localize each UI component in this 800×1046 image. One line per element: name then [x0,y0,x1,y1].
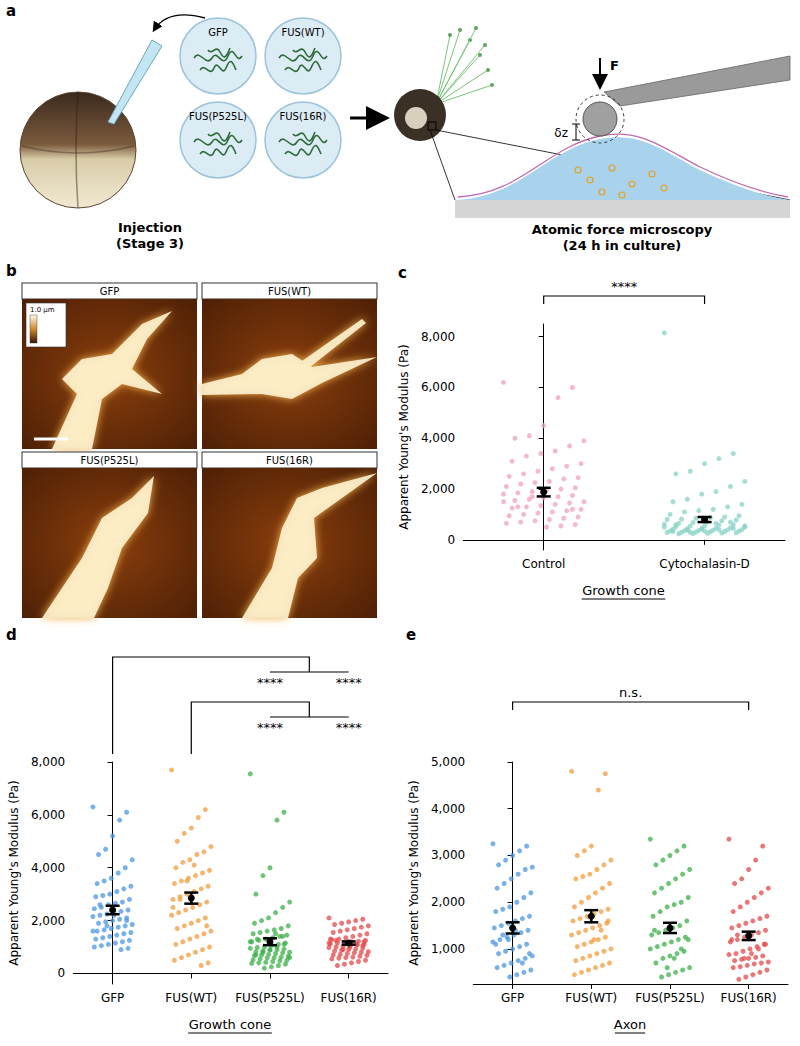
svg-text:4,000: 4,000 [31,861,65,875]
svg-text:F: F [610,58,619,73]
svg-text:Apparent Young's Modulus (Pa): Apparent Young's Modulus (Pa) [7,780,21,966]
svg-text:FUS(16R): FUS(16R) [721,991,777,1005]
svg-text:FUS(16R): FUS(16R) [280,111,327,122]
svg-text:0: 0 [448,533,456,547]
svg-text:0: 0 [58,966,66,980]
svg-text:GFP: GFP [208,27,228,38]
svg-text:2,000: 2,000 [421,482,455,496]
svg-text:δz: δz [554,126,568,140]
svg-text:4,000: 4,000 [421,431,455,445]
svg-text:Apparent Young's Modulus (Pa): Apparent Young's Modulus (Pa) [407,780,421,966]
svg-text:FUS(16R): FUS(16R) [321,991,377,1005]
svg-text:FUS(P525L): FUS(P525L) [235,991,305,1005]
svg-text:Atomic force microscopy: Atomic force microscopy [532,222,713,237]
svg-text:n.s.: n.s. [619,685,642,700]
svg-text:FUS(WT): FUS(WT) [565,991,617,1005]
svg-text:FUS(WT): FUS(WT) [268,286,311,297]
svg-text:3,000: 3,000 [431,848,465,862]
svg-text:(24 h in culture): (24 h in culture) [563,238,682,253]
svg-text:FUS(P525L): FUS(P525L) [81,455,139,466]
svg-text:****: **** [257,675,284,690]
svg-text:FUS(16R): FUS(16R) [266,455,313,466]
svg-text:b: b [6,262,17,280]
svg-text:****: **** [336,675,363,690]
svg-text:a: a [6,2,16,20]
svg-text:****: **** [611,279,638,294]
svg-text:2,000: 2,000 [431,895,465,909]
svg-text:Control: Control [522,557,565,571]
svg-text:FUS(WT): FUS(WT) [281,27,324,38]
svg-text:c: c [398,264,407,282]
svg-text:(Stage 3): (Stage 3) [116,236,184,251]
svg-text:1.0 µm: 1.0 µm [30,306,55,314]
svg-text:Axon: Axon [614,1017,646,1032]
svg-text:5,000: 5,000 [431,755,465,769]
svg-text:d: d [6,626,17,644]
svg-text:GFP: GFP [501,991,524,1005]
svg-text:FUS(WT): FUS(WT) [165,991,217,1005]
svg-text:Cytochalasin-D: Cytochalasin-D [659,557,750,571]
svg-text:****: **** [336,720,363,735]
svg-text:8,000: 8,000 [31,755,65,769]
svg-text:GFP: GFP [100,286,120,297]
svg-text:Injection: Injection [118,220,182,235]
svg-text:1,000: 1,000 [431,942,465,956]
svg-text:GFP: GFP [101,991,124,1005]
svg-text:e: e [406,626,416,644]
svg-text:Growth cone: Growth cone [189,1017,272,1032]
svg-text:8,000: 8,000 [421,330,455,344]
svg-text:6,000: 6,000 [31,808,65,822]
svg-text:FUS(P525L): FUS(P525L) [189,111,247,122]
svg-text:2,000: 2,000 [31,914,65,928]
svg-text:Growth cone: Growth cone [582,583,665,598]
svg-text:****: **** [257,720,284,735]
svg-text:6,000: 6,000 [421,380,455,394]
svg-text:Apparent Young's Modulus (Pa): Apparent Young's Modulus (Pa) [397,344,411,530]
svg-text:4,000: 4,000 [431,802,465,816]
svg-text:FUS(P525L): FUS(P525L) [635,991,705,1005]
